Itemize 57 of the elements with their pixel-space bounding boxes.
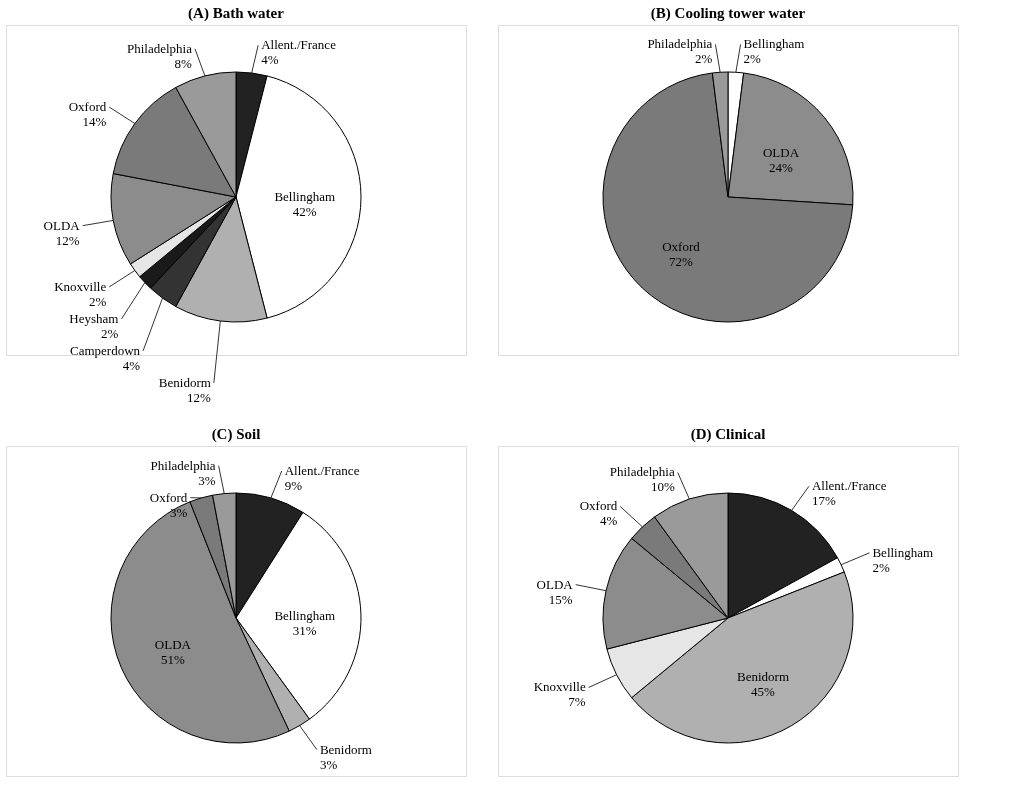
slice-label: Allent./France	[284, 463, 360, 479]
data-label: 45%	[751, 684, 776, 700]
slice-label: Oxford	[149, 489, 188, 505]
data-label: 15%	[548, 591, 573, 607]
slice-label: OLDA	[43, 217, 81, 233]
chart-title: (B) Cooling tower water	[650, 5, 806, 22]
data-label: 17%	[811, 493, 836, 509]
slice-label: Philadelphia	[126, 40, 193, 56]
data-label: 14%	[82, 114, 107, 130]
slice-label: OLDA	[154, 637, 192, 653]
data-label: 4%	[599, 513, 618, 529]
slice-label: OLDA	[536, 576, 574, 592]
slice-label: Bellingham	[743, 36, 805, 52]
data-label: 10%	[650, 479, 675, 495]
slice-label: Benidorm	[158, 374, 211, 390]
slice-label: Philadelphia	[150, 457, 216, 473]
slice-label: Oxford	[662, 239, 701, 255]
data-label: 4%	[122, 357, 141, 373]
slice-label: Philadelphia	[609, 464, 675, 480]
slice-label: Allent./France	[261, 37, 337, 53]
data-label: 24%	[769, 160, 794, 176]
slice-label: Camperdown	[70, 342, 141, 358]
chart-title: (D) Clinical	[690, 426, 766, 443]
data-label: 42%	[292, 204, 317, 219]
data-label: 12%	[55, 232, 80, 248]
slice-label: Bellingham	[872, 544, 934, 560]
data-label: 3%	[319, 756, 338, 772]
data-label: 2%	[743, 51, 762, 67]
data-label: 8%	[174, 55, 193, 71]
slice-label: Heysham	[69, 310, 119, 326]
data-label: 51%	[160, 652, 185, 668]
data-label: 12%	[186, 389, 211, 405]
chart-title: (A) Bath water	[188, 5, 285, 22]
data-label: 2%	[872, 559, 890, 575]
data-label: 2%	[88, 293, 107, 309]
slice-label: OLDA	[762, 145, 800, 161]
data-label: 3%	[169, 504, 188, 520]
slice-label: Benidorm	[319, 741, 372, 757]
data-label: 4%	[261, 52, 279, 68]
slice-label: Knoxville	[533, 679, 586, 695]
slice-label: Bellingham	[274, 189, 336, 204]
data-label: 2%	[695, 51, 713, 67]
slice-label: Benidorm	[737, 669, 789, 685]
slice-label: Knoxville	[54, 278, 107, 294]
chart-title: (C) Soil	[211, 426, 261, 443]
data-label: 31%	[292, 622, 317, 638]
slice-label: Oxford	[579, 498, 618, 514]
data-label: 9%	[284, 478, 303, 494]
data-label: 72%	[669, 254, 694, 270]
slice-label: Bellingham	[274, 607, 336, 623]
data-label: 7%	[568, 694, 586, 710]
pie-slice	[602, 72, 854, 323]
data-label: 3%	[198, 472, 216, 488]
slice-label: Philadelphia	[647, 36, 713, 52]
slice-label: Allent./France	[811, 478, 887, 494]
data-label: 2%	[101, 325, 119, 341]
slice-label: Oxford	[68, 99, 107, 115]
